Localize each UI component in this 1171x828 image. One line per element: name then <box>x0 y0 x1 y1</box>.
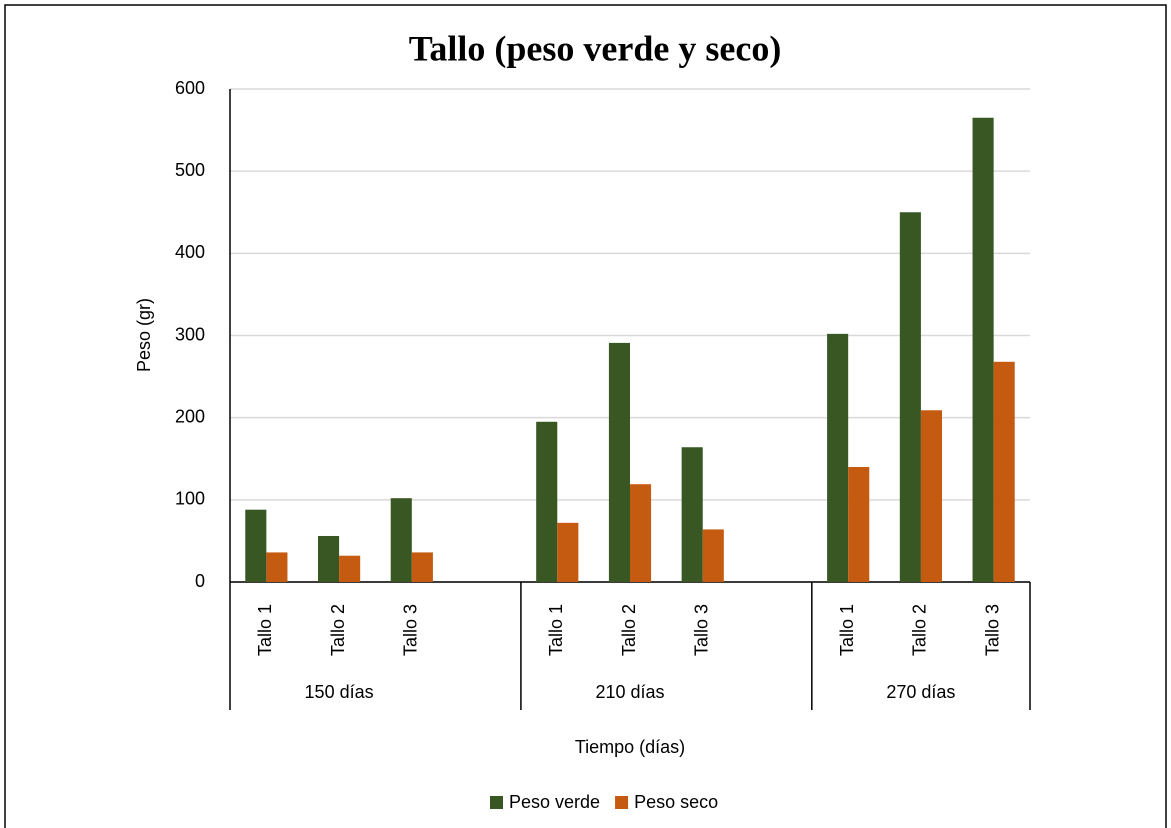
x-tick-label: Tallo 1 <box>255 604 275 656</box>
y-tick-label: 200 <box>175 406 205 426</box>
bar <box>993 361 1015 582</box>
bar <box>318 535 340 582</box>
group-label: 150 días <box>305 682 374 702</box>
y-tick-label: 500 <box>175 160 205 180</box>
bar <box>266 552 288 582</box>
legend-swatch <box>490 796 503 809</box>
bar <box>920 410 942 582</box>
x-tick-label: Tallo 2 <box>619 604 639 656</box>
chart-title: Tallo (peso verde y seco) <box>409 28 782 68</box>
bar <box>848 466 870 582</box>
y-tick-label: 600 <box>175 78 205 98</box>
y-axis-title: Peso (gr) <box>134 298 154 372</box>
bar <box>390 498 412 582</box>
y-tick-label: 300 <box>175 324 205 344</box>
bar <box>245 509 267 582</box>
x-axis-title: Tiempo (días) <box>575 737 685 757</box>
x-tick-label: Tallo 3 <box>401 604 421 656</box>
y-tick-label: 0 <box>195 571 205 591</box>
bar <box>536 421 558 582</box>
bar <box>630 484 652 582</box>
bar <box>557 522 579 582</box>
x-tick-label: Tallo 1 <box>546 604 566 656</box>
x-tick-label: Tallo 1 <box>837 604 857 656</box>
bar <box>681 447 703 582</box>
bar <box>411 552 433 582</box>
bar <box>827 333 849 582</box>
legend-swatch <box>615 796 629 809</box>
x-tick-label: Tallo 3 <box>982 604 1002 656</box>
group-label: 270 días <box>886 682 955 702</box>
bar <box>972 117 994 582</box>
bar <box>608 342 630 582</box>
frame <box>4 4 1167 828</box>
bar <box>899 212 921 582</box>
y-tick-label: 400 <box>175 242 205 262</box>
legend-label: Peso verde <box>509 792 600 812</box>
legend-label: Peso seco <box>634 792 718 812</box>
y-tick-label: 100 <box>175 489 205 509</box>
x-tick-label: Tallo 3 <box>691 604 711 656</box>
bar <box>702 529 724 582</box>
bar <box>339 555 361 582</box>
x-tick-label: Tallo 2 <box>328 604 348 656</box>
x-tick-label: Tallo 2 <box>910 604 930 656</box>
group-label: 210 días <box>595 682 664 702</box>
